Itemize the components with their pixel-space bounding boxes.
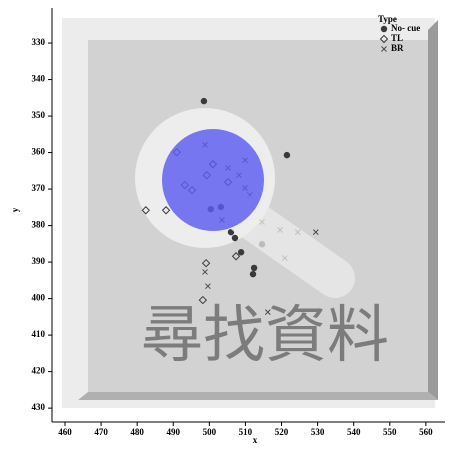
y-tick-label: 410: [32, 329, 46, 339]
y-tick-label: 350: [32, 110, 46, 120]
overlay-text: 尋找資料: [141, 298, 389, 371]
x-tick-label: 530: [311, 427, 325, 437]
x-tick-label: 470: [94, 427, 108, 437]
magnifier-lens: [162, 129, 264, 231]
point: [251, 265, 257, 271]
legend-label: BR: [391, 43, 404, 53]
point: [201, 98, 207, 104]
chart: 尋找資料 x y Type 46047048049050051052053054…: [0, 0, 455, 449]
y-tick-label: 420: [32, 366, 46, 376]
y-tick-label: 390: [32, 256, 46, 266]
x-axis-label: x: [253, 435, 258, 445]
y-tick-label: 360: [32, 147, 46, 157]
point: [232, 235, 238, 241]
x-tick-label: 510: [239, 427, 253, 437]
x-tick-label: 460: [58, 427, 72, 437]
point: [250, 271, 256, 277]
y-tick-label: 400: [32, 293, 46, 303]
y-axis-label: y: [10, 207, 20, 212]
x-tick-label: 500: [203, 427, 217, 437]
legend-marker: [381, 26, 387, 32]
x-tick-label: 480: [130, 427, 144, 437]
point: [284, 152, 290, 158]
x-tick-label: 490: [167, 427, 181, 437]
legend-label: TL: [391, 33, 403, 43]
legend-label: No- cue: [391, 23, 420, 33]
frame-shadow: [78, 392, 438, 400]
point: [238, 249, 244, 255]
y-tick-label: 430: [32, 402, 46, 412]
y-tick-label: 330: [32, 37, 46, 47]
y-tick-label: 370: [32, 183, 46, 193]
frame-shadow: [428, 20, 438, 400]
x-tick-label: 540: [347, 427, 361, 437]
y-tick-label: 380: [32, 220, 46, 230]
y-tick-label: 340: [32, 74, 46, 84]
x-tick-label: 520: [275, 427, 289, 437]
x-tick-label: 560: [419, 427, 433, 437]
x-tick-label: 550: [383, 427, 397, 437]
